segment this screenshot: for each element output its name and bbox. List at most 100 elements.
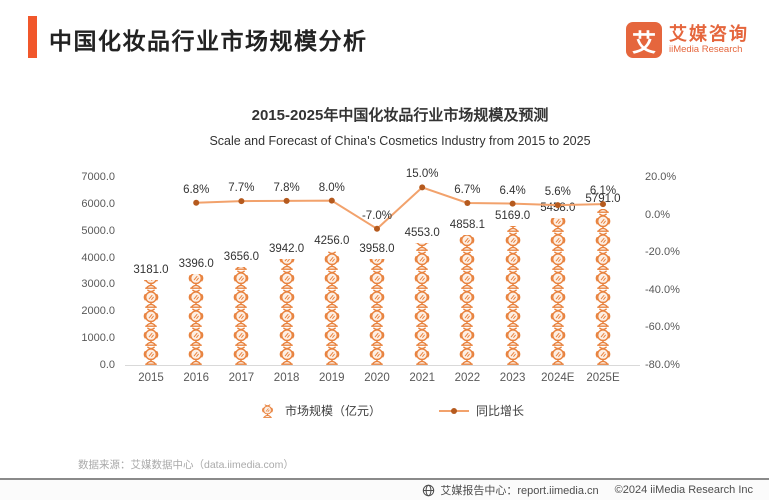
mirror-icon (408, 270, 436, 289)
x-axis-category: 2018 (273, 372, 300, 384)
mirror-icon (453, 251, 481, 270)
chart-title-cn: 2015-2025年中国化妆品行业市场规模及预测 (251, 107, 549, 124)
legend-label-market-scale: 市场规模（亿元） (284, 404, 381, 418)
x-axis-category: 2016 (183, 372, 209, 384)
mirror-icon (544, 308, 572, 327)
footer: 艾媒报告中心：report.iimedia.cn ©2024 iiMedia R… (0, 478, 769, 500)
right-axis-tick: -20.0% (645, 246, 680, 259)
chart-title-en: Scale and Forecast of China's Cosmetics … (209, 134, 591, 148)
mirror-icon (273, 327, 301, 346)
bar-value-label: 4256.0 (314, 234, 350, 247)
x-axis-category: 2017 (228, 372, 255, 384)
mirror-icon (227, 327, 255, 346)
left-axis-tick: 6000.0 (81, 197, 115, 210)
growth-value-label: 5.6% (544, 186, 571, 199)
mirror-icon (182, 327, 210, 346)
chart-legend: 市场规模（亿元） 同比增长 (0, 402, 769, 419)
mirror-icon (499, 226, 527, 232)
pictogram-bar (181, 273, 211, 365)
mirror-icon (318, 251, 346, 270)
x-axis-line (125, 365, 640, 366)
pictogram-bar (362, 258, 392, 365)
mirror-icon (544, 327, 572, 346)
pictogram-bar (136, 279, 166, 365)
mirror-icon (318, 327, 346, 346)
pictogram-bar (498, 226, 528, 365)
mirror-icon (589, 209, 617, 213)
bar-value-label: 5169.0 (495, 210, 531, 223)
mirror-icon (318, 270, 346, 289)
left-axis-tick: 3000.0 (81, 278, 115, 291)
mirror-icon (453, 308, 481, 327)
logo-text: 艾媒咨询 iiMedia Research (669, 24, 749, 56)
mirror-icon (182, 346, 210, 365)
globe-icon (422, 484, 435, 497)
legend-item-growth: 同比增长 (439, 402, 524, 419)
mirror-icon (318, 308, 346, 327)
x-axis-category: 2019 (319, 372, 345, 384)
mirror-icon (499, 289, 527, 308)
mirror-icon (363, 270, 391, 289)
pictogram-bar (588, 209, 618, 365)
legend-label-growth: 同比增长 (476, 404, 525, 418)
mirror-icon (589, 308, 617, 327)
logo-symbol: 艾 (632, 29, 656, 57)
mirror-icon (408, 251, 436, 270)
growth-value-label: 7.8% (273, 181, 300, 194)
mirror-icon (453, 327, 481, 346)
footer-report-center: 艾媒报告中心：report.iimedia.cn (422, 482, 599, 498)
mirror-icon (453, 289, 481, 308)
iimedia-logo: 艾 艾媒咨询 iiMedia Research (626, 22, 749, 58)
right-axis-tick: -40.0% (645, 283, 680, 296)
mirror-icon (182, 273, 210, 289)
mirror-icon (453, 270, 481, 289)
left-axis-tick: 5000.0 (81, 224, 115, 237)
mirror-icon (589, 232, 617, 251)
mirror-icon (544, 232, 572, 251)
pictogram-bar (543, 218, 573, 365)
growth-value-label: 6.4% (499, 184, 526, 197)
mirror-icon (589, 270, 617, 289)
x-axis-category: 2021 (409, 372, 435, 384)
x-axis-category: 2020 (364, 372, 390, 384)
mirror-icon (589, 289, 617, 308)
mirror-icon (137, 279, 165, 289)
growth-value-label: 6.1% (589, 185, 617, 198)
bar-value-label: 3958.0 (359, 242, 395, 255)
bar-value-label: 3181.0 (133, 263, 169, 276)
pictogram-bar (407, 242, 437, 365)
mirror-icon (137, 308, 165, 327)
mirror-icon (227, 266, 255, 270)
right-axis-tick: -80.0% (645, 359, 680, 371)
mirror-icon (544, 251, 572, 270)
mirror-icon (137, 289, 165, 308)
growth-value-label: -7.0% (361, 209, 393, 222)
mirror-icon (137, 346, 165, 365)
mirror-icon (257, 403, 278, 418)
mirror-icon (227, 270, 255, 289)
mirror-icon (227, 346, 255, 365)
mirror-icon (544, 218, 572, 232)
mirror-icon (499, 270, 527, 289)
growth-value-label: 6.8% (183, 183, 210, 196)
mirror-icon (499, 232, 527, 251)
mirror-icon (408, 308, 436, 327)
left-axis-tick: 1000.0 (81, 332, 115, 345)
footer-report-center-text: 艾媒报告中心：report.iimedia.cn (440, 485, 599, 497)
logo-name-en: iiMedia Research (669, 44, 743, 55)
mirror-icon (589, 251, 617, 270)
left-axis-tick: 2000.0 (81, 305, 115, 318)
mirror-icon (544, 270, 572, 289)
combo-chart: 7000.0 6000.0 5000.0 4000.0 3000.0 2000.0 1000… (0, 165, 769, 390)
growth-value-label: 6.7% (454, 184, 481, 196)
pictogram-bar (317, 250, 347, 365)
bar-value-label: 3656.0 (223, 250, 259, 263)
mirror-icon (408, 346, 436, 365)
bar-value-label: 3396.0 (178, 257, 214, 270)
mirror-icon (273, 259, 301, 270)
growth-value-label: 15.0% (405, 168, 439, 181)
bar-value-label: 5791.0 (585, 193, 621, 206)
mirror-icon (273, 289, 301, 308)
mirror-icon (453, 346, 481, 365)
